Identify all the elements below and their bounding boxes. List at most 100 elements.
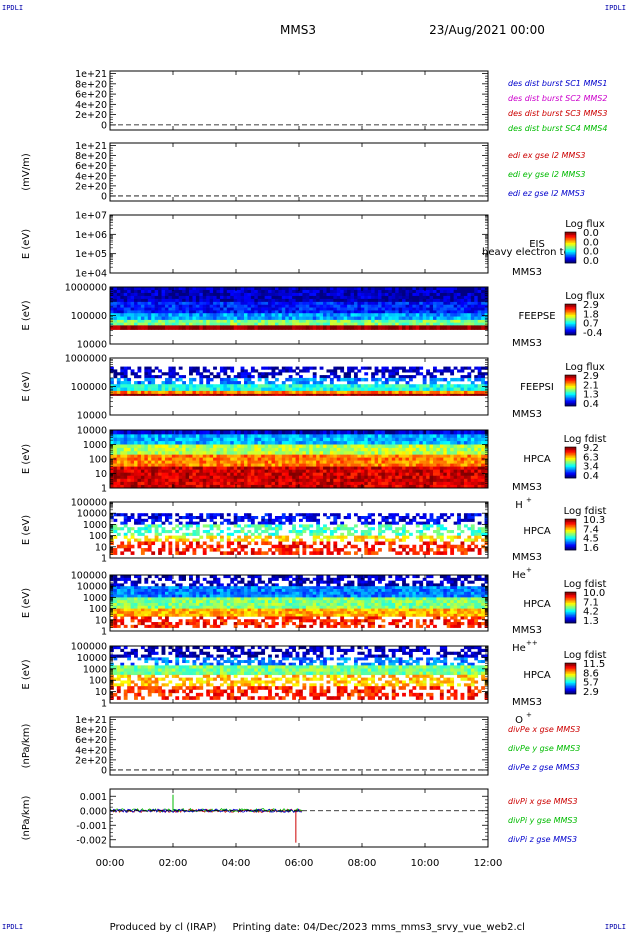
heatmap-cell (323, 307, 327, 311)
heatmap-cell (364, 447, 369, 452)
heatmap-cell (140, 390, 145, 395)
heatmap-cell (199, 322, 204, 326)
heatmap-cell (326, 301, 331, 306)
heatmap-cell (113, 441, 118, 445)
heatmap-cell (230, 322, 235, 326)
heatmap-cell (467, 292, 472, 297)
heatmap-cell (326, 430, 331, 435)
heatmap-cell (171, 457, 176, 461)
heatmap-cell (371, 384, 375, 388)
heatmap-cell (457, 325, 461, 330)
heatmap-cell (395, 381, 400, 385)
heatmap-cell (367, 307, 372, 311)
colorbar-step (565, 473, 576, 476)
heatmap-cell (285, 460, 290, 464)
heatmap-cell (439, 322, 444, 326)
heatmap-cell (429, 298, 434, 303)
heatmap-cell (140, 444, 145, 449)
heatmap-cell (158, 375, 162, 379)
heatmap-cell (347, 451, 351, 455)
heatmap-cell (402, 292, 406, 297)
heatmap-cell (309, 475, 314, 480)
heatmap-cell (302, 434, 307, 439)
heatmap-cell (312, 393, 317, 396)
heatmap-cell (240, 390, 245, 395)
heatmap-cell (312, 513, 317, 517)
heatmap-cell (288, 516, 293, 520)
heatmap-cell (271, 304, 276, 308)
heatmap-cell (261, 475, 266, 480)
heatmap-cell (305, 451, 310, 455)
heatmap-cell (391, 463, 396, 467)
heatmap-cell (257, 454, 262, 458)
heatmap-cell (182, 310, 186, 314)
heatmap-cell (436, 310, 441, 314)
heatmap-cell (110, 451, 114, 455)
heatmap-cell (168, 366, 173, 370)
heatmap-cell (419, 430, 424, 435)
heatmap-cell (195, 466, 200, 470)
heatmap-cell (457, 369, 461, 373)
heatmap-cell (467, 430, 472, 435)
heatmap-cell (185, 469, 190, 473)
heatmap-cell (326, 387, 331, 392)
heatmap-cell (140, 478, 145, 483)
heatmap-cell (113, 460, 118, 464)
heatmap-cell (446, 390, 451, 395)
heatmap-cell (223, 460, 228, 464)
heatmap-cell (116, 434, 121, 439)
heatmap-cell (405, 381, 410, 385)
heatmap-cell (140, 434, 145, 439)
heatmap-cell (278, 387, 283, 392)
colorbar: 2.92.11.30.4 (564, 371, 599, 410)
heatmap-cell (213, 478, 217, 483)
heatmap-cell (484, 307, 489, 311)
heatmap-cell (426, 472, 430, 477)
heatmap-cell (374, 381, 379, 385)
heatmap-cell (470, 451, 475, 455)
heatmap-cell (326, 298, 331, 303)
heatmap-cell (319, 451, 324, 455)
heatmap-cell (230, 366, 235, 370)
heatmap-cell (226, 478, 231, 483)
heatmap-cell (343, 325, 348, 330)
heatmap-cell (450, 313, 455, 317)
heatmap-cell (402, 472, 406, 477)
heatmap-cell (189, 384, 193, 388)
heatmap-cell (481, 298, 485, 303)
heatmap-cell (130, 298, 135, 303)
heatmap-cell (412, 301, 417, 306)
heatmap-cell (353, 301, 358, 306)
heatmap-cell (302, 457, 307, 461)
heatmap-cell (353, 513, 358, 517)
heatmap-cell (323, 469, 327, 473)
heatmap-cell (477, 377, 482, 382)
colorbar-step (565, 331, 576, 334)
heatmap-cell (391, 478, 396, 483)
heatmap-cell (168, 451, 173, 455)
heatmap-cell (213, 384, 217, 388)
heatmap-cell (144, 481, 149, 486)
heatmap-cell (378, 325, 382, 330)
colorbar-step (565, 457, 576, 460)
heatmap-cell (147, 454, 152, 458)
heatmap-cell (426, 298, 430, 303)
heatmap-cell (329, 316, 334, 321)
heatmap-cell (244, 481, 248, 486)
heatmap-cell (113, 434, 118, 439)
heatmap-cell (223, 292, 228, 297)
heatmap-cell (419, 469, 424, 473)
heatmap-cell (230, 298, 235, 303)
heatmap-cell (433, 437, 437, 442)
heatmap-cell (120, 372, 125, 376)
heatmap-cell (185, 430, 190, 435)
heatmap-cell (481, 381, 485, 385)
heatmap-cell (453, 325, 458, 330)
heatmap-cell (244, 516, 248, 520)
heatmap-cell (433, 472, 437, 477)
heatmap-cell (134, 472, 138, 477)
heatmap-cell (422, 310, 427, 314)
heatmap-cell (168, 481, 173, 486)
heatmap-cell (288, 430, 293, 435)
heatmap-cell (453, 472, 458, 477)
